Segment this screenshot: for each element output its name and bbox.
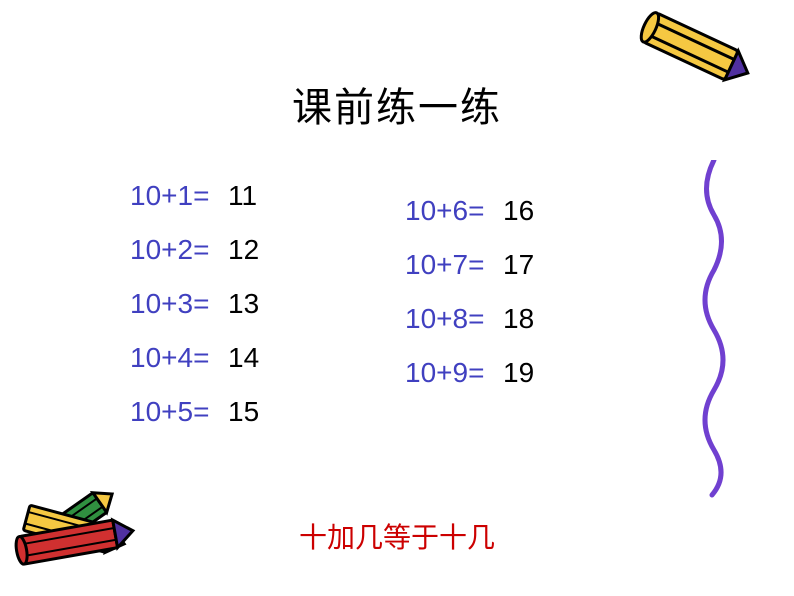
equation-row: 10+9= 19 [405, 357, 534, 389]
equation-result: 13 [228, 288, 259, 320]
left-column: 10+1= 11 10+2= 12 10+3= 13 10+4= 14 10+5… [130, 180, 259, 450]
equation-result: 14 [228, 342, 259, 374]
right-column: 10+6= 16 10+7= 17 10+8= 18 10+9= 19 [405, 195, 534, 411]
equation-result: 12 [228, 234, 259, 266]
equation-result: 18 [503, 303, 534, 335]
equation-expr: 10+8= [405, 303, 495, 335]
equation-row: 10+7= 17 [405, 249, 534, 281]
equation-expr: 10+5= [130, 396, 220, 428]
equation-expr: 10+7= [405, 249, 495, 281]
crayon-bottom-icon [10, 461, 170, 576]
equation-expr: 10+9= [405, 357, 495, 389]
equation-expr: 10+3= [130, 288, 220, 320]
summary-text: 十加几等于十几 [299, 516, 495, 556]
equation-row: 10+2= 12 [130, 234, 259, 266]
equation-result: 16 [503, 195, 534, 227]
equation-row: 10+1= 11 [130, 180, 259, 212]
equation-expr: 10+6= [405, 195, 495, 227]
equation-expr: 10+2= [130, 234, 220, 266]
equation-row: 10+5= 15 [130, 396, 259, 428]
squiggle-icon [684, 160, 744, 505]
equation-row: 10+8= 18 [405, 303, 534, 335]
crayon-top-icon [624, 0, 754, 175]
equation-expr: 10+4= [130, 342, 220, 374]
equation-expr: 10+1= [130, 180, 220, 212]
page-title: 课前练一练 [292, 75, 502, 133]
equation-result: 11 [228, 180, 257, 212]
equation-row: 10+3= 13 [130, 288, 259, 320]
equation-result: 19 [503, 357, 534, 389]
equation-row: 10+6= 16 [405, 195, 534, 227]
equation-result: 17 [503, 249, 534, 281]
equation-result: 15 [228, 396, 259, 428]
equation-row: 10+4= 14 [130, 342, 259, 374]
